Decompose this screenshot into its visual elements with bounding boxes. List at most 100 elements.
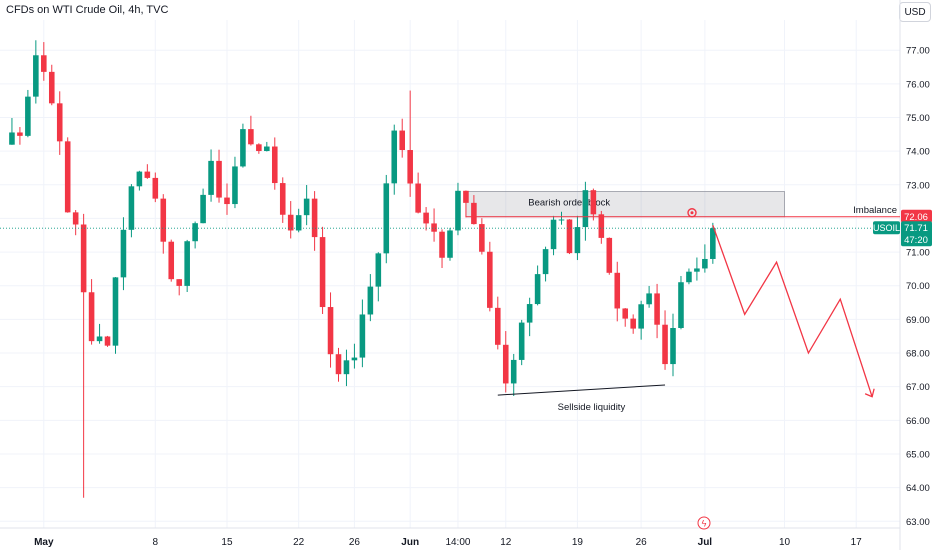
eye-icon-pupil (690, 211, 694, 215)
y-tick-label: 76.00 (906, 79, 930, 90)
x-tick-label: Jul (698, 537, 713, 548)
candle-body (168, 241, 175, 280)
candle-body (287, 214, 294, 231)
candle-body (88, 292, 95, 342)
candle-body (192, 223, 198, 242)
candle-body (256, 144, 262, 152)
candle-body (271, 146, 278, 184)
candle-body (295, 215, 302, 231)
candle-body (136, 171, 143, 187)
candle-body (9, 132, 15, 145)
candle-body (598, 214, 605, 238)
candle-body (184, 241, 190, 286)
candle-body (710, 228, 716, 259)
candle-body (112, 277, 119, 346)
candle-body (351, 357, 358, 361)
candle-body (152, 177, 159, 199)
candle-body (208, 160, 214, 195)
candles (9, 40, 716, 498)
projection-path (712, 224, 873, 397)
candle-body (534, 274, 541, 305)
candle-body (160, 198, 167, 242)
x-tick-label: 26 (349, 537, 361, 548)
candle-body (510, 359, 517, 384)
candle-body (606, 237, 613, 273)
candle-body (471, 202, 477, 225)
candle-body (232, 166, 238, 205)
x-tick-label: 8 (153, 537, 159, 548)
order-block-label: Bearish order block (528, 198, 610, 209)
candle-body (176, 279, 182, 286)
candle-body (447, 230, 453, 258)
y-tick-label: 71.00 (906, 248, 930, 259)
candle-body (240, 129, 246, 167)
y-tick-label: 77.00 (906, 46, 930, 57)
candle-body (56, 103, 63, 142)
candle-body (678, 282, 684, 329)
candle-body (487, 251, 493, 308)
candle-body (646, 293, 652, 305)
y-tick-label: 63.00 (906, 517, 930, 528)
x-tick-label: 22 (293, 537, 305, 548)
candle-body (128, 186, 135, 230)
candle-body (216, 160, 222, 198)
x-tick-label: 26 (636, 537, 648, 548)
candle-body (542, 249, 549, 275)
y-tick-label: 65.00 (906, 449, 930, 460)
candle-body (702, 258, 708, 269)
candle-body (590, 190, 597, 215)
candle-body (622, 308, 629, 319)
x-tick-label: 19 (572, 537, 584, 548)
candle-body (319, 237, 326, 308)
countdown-label: 47:20 (904, 235, 928, 246)
imbalance-label: Imbalance (853, 205, 897, 216)
candle-body (431, 223, 437, 232)
candle-body (558, 219, 565, 221)
candle-body (343, 360, 350, 375)
y-tick-label: 73.00 (906, 180, 930, 191)
candle-body (120, 229, 127, 278)
x-tick-label: 12 (500, 537, 512, 548)
flash-icon-glyph: ϟ (702, 519, 707, 529)
candle-body (72, 212, 79, 225)
candle-body (495, 307, 501, 345)
x-tick-label: Jun (401, 537, 419, 548)
candle-body (479, 224, 485, 252)
y-tick-label: 68.00 (906, 349, 930, 360)
candle-body (550, 219, 557, 250)
candle-body (96, 336, 103, 342)
candle-body (399, 130, 405, 151)
candle-body (359, 314, 366, 358)
candle-body (463, 190, 469, 203)
candle-body (383, 183, 390, 254)
candle-body (264, 146, 270, 152)
candle-body (439, 231, 445, 258)
flash-icon (697, 516, 711, 530)
imbalance-price-tag (901, 209, 932, 223)
imbalance-price-label: 72.06 (904, 212, 928, 223)
candle-body (144, 171, 151, 178)
candle-body (694, 268, 700, 272)
candle-body (41, 55, 47, 72)
candle-body (614, 272, 621, 309)
current-price-tag (901, 221, 932, 247)
candle-body (574, 227, 581, 254)
candle-body (518, 322, 525, 360)
candle-body (367, 286, 374, 315)
candle-body (391, 130, 398, 184)
candle-body (654, 293, 660, 325)
candle-body (407, 150, 413, 184)
x-tick-label: 10 (779, 537, 791, 548)
y-tick-label: 70.00 (906, 281, 930, 292)
candle-body (662, 324, 668, 365)
candle-body (686, 271, 692, 283)
y-tick-label: 66.00 (906, 416, 930, 427)
candle-body (64, 141, 71, 213)
candle-body (17, 132, 23, 136)
chart-title: CFDs on WTI Crude Oil, 4h, TVC (6, 4, 169, 16)
candle-body (303, 198, 310, 216)
candle-body (327, 307, 334, 355)
y-tick-label: 74.00 (906, 147, 930, 158)
projection-arrowhead (864, 388, 875, 398)
